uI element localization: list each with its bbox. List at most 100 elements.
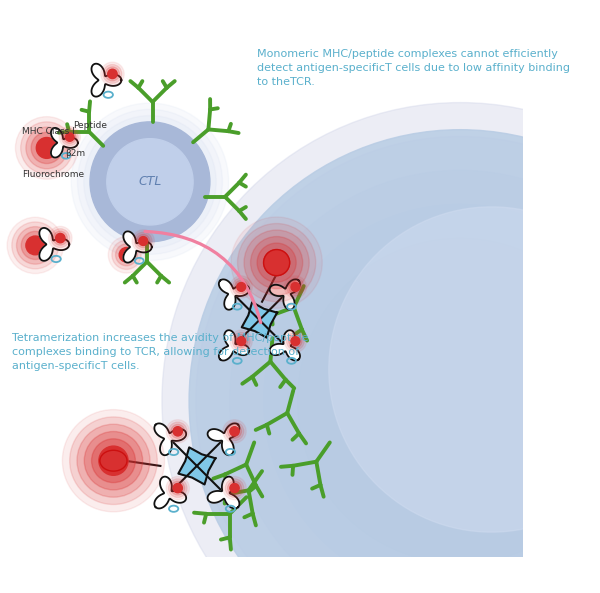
Circle shape [237,282,245,291]
Circle shape [17,227,54,264]
Circle shape [171,425,185,438]
Text: Tetramerization increases the avidity of MHC/peptide
complexes binding to TCR, a: Tetramerization increases the avidity of… [12,333,308,371]
Circle shape [289,280,302,294]
Circle shape [65,133,74,141]
Circle shape [237,337,245,346]
Circle shape [108,237,145,273]
Circle shape [235,334,248,347]
Text: β2m: β2m [65,149,86,158]
Polygon shape [208,477,239,508]
Circle shape [116,244,137,266]
Circle shape [61,129,78,145]
Circle shape [263,204,600,593]
Text: Peptide: Peptide [73,121,107,130]
Polygon shape [51,128,78,158]
Circle shape [62,410,164,512]
Circle shape [230,330,252,352]
Polygon shape [91,63,121,97]
Polygon shape [124,231,152,263]
Circle shape [59,126,80,148]
Circle shape [162,103,600,593]
Circle shape [70,417,157,505]
Circle shape [101,62,124,85]
Circle shape [7,217,64,273]
Circle shape [12,222,59,269]
Circle shape [257,243,296,282]
Polygon shape [208,423,239,455]
Circle shape [189,130,600,593]
Circle shape [84,116,216,248]
Circle shape [106,67,119,81]
Circle shape [227,481,242,495]
Circle shape [166,420,190,443]
Circle shape [64,130,76,144]
Circle shape [173,483,182,493]
Ellipse shape [100,450,127,471]
Circle shape [227,425,242,438]
Circle shape [231,217,322,308]
Circle shape [223,477,246,500]
Circle shape [119,247,134,262]
Circle shape [223,420,246,443]
Polygon shape [154,477,186,508]
Circle shape [329,207,600,532]
Circle shape [71,103,229,260]
Circle shape [251,237,302,289]
Circle shape [137,234,150,248]
Circle shape [132,230,154,252]
Circle shape [287,332,304,350]
Circle shape [298,238,600,563]
Circle shape [56,234,65,243]
Circle shape [37,138,57,158]
Circle shape [284,276,307,298]
Circle shape [230,276,252,298]
Circle shape [21,231,49,260]
Circle shape [263,250,290,276]
Polygon shape [269,330,300,361]
Circle shape [171,481,185,495]
Circle shape [169,422,187,441]
Circle shape [225,479,244,498]
Circle shape [77,424,150,497]
Circle shape [263,250,290,276]
Circle shape [230,483,239,493]
Circle shape [173,427,182,436]
Polygon shape [154,423,186,455]
Circle shape [16,117,78,179]
Text: Fluorochrome: Fluorochrome [22,170,85,179]
Circle shape [26,236,44,255]
Circle shape [232,278,250,296]
Circle shape [51,229,70,247]
Circle shape [291,337,300,346]
Circle shape [235,280,248,294]
Circle shape [108,69,117,79]
Circle shape [31,132,62,164]
Text: MHC Class I: MHC Class I [22,127,75,136]
Circle shape [49,227,72,250]
Circle shape [26,127,68,169]
Circle shape [284,330,307,352]
Circle shape [230,170,600,593]
Polygon shape [269,279,300,310]
Circle shape [112,240,141,269]
Circle shape [107,139,193,225]
Circle shape [103,65,122,83]
Text: CTL: CTL [138,176,161,189]
Polygon shape [178,447,215,484]
Circle shape [289,334,302,347]
Circle shape [53,231,67,245]
Circle shape [169,479,187,498]
Circle shape [20,122,73,174]
FancyArrowPatch shape [145,231,260,323]
Circle shape [134,232,152,250]
Circle shape [232,332,250,350]
Polygon shape [242,302,277,337]
Polygon shape [219,279,249,310]
Circle shape [225,422,244,441]
Circle shape [230,427,239,436]
Circle shape [139,237,148,246]
Circle shape [291,282,300,291]
Circle shape [244,230,309,295]
Circle shape [99,446,128,476]
Circle shape [238,224,316,302]
